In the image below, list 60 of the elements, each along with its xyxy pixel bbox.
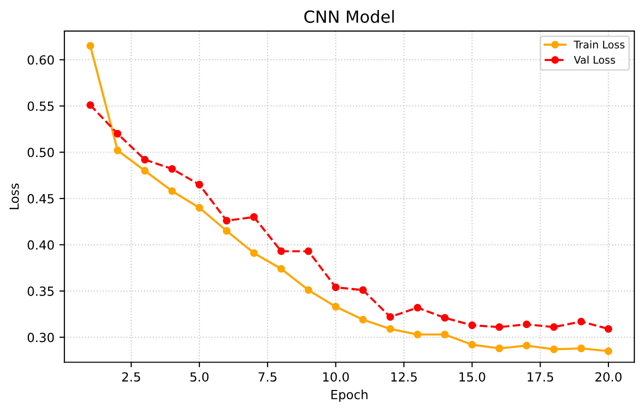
- point: [114, 130, 122, 138]
- point: [440, 314, 449, 322]
- legend-label: Val Loss: [574, 56, 616, 64]
- point: [250, 213, 258, 221]
- x-tick-label: 2.5: [122, 372, 140, 382]
- point: [277, 264, 286, 273]
- point: [114, 146, 122, 154]
- x-tick-label: 15.0: [460, 372, 486, 382]
- point: [86, 42, 94, 50]
- point: [168, 187, 176, 195]
- x-tick-label: 10.0: [323, 372, 349, 382]
- y-tick-label: 0.40: [28, 240, 54, 250]
- point: [468, 340, 476, 348]
- point: [496, 323, 504, 331]
- point: [468, 321, 476, 330]
- y-axis-title: Loss: [10, 184, 19, 210]
- x-axis-title: Epoch: [331, 390, 368, 402]
- point: [168, 165, 176, 173]
- x-tick-label: 12.5: [391, 372, 417, 382]
- point: [522, 320, 530, 328]
- y-tick-label: 0.45: [28, 194, 54, 204]
- point: [550, 323, 558, 331]
- point: [604, 347, 612, 355]
- point: [196, 180, 204, 188]
- x-tick-label: 5.0: [190, 372, 208, 382]
- point: [414, 304, 422, 312]
- point: [386, 313, 394, 321]
- point: [414, 330, 422, 338]
- y-tick-label: 0.50: [28, 148, 54, 158]
- point: [577, 344, 585, 352]
- point: [550, 345, 558, 354]
- point: [522, 342, 530, 350]
- x-tick-label: 7.5: [258, 372, 276, 382]
- point: [332, 283, 340, 292]
- point: [277, 247, 286, 256]
- chart-title: CNN Model: [304, 10, 394, 23]
- point: [386, 325, 394, 333]
- point: [222, 227, 230, 235]
- point: [496, 344, 504, 352]
- point: [196, 204, 204, 212]
- point: [86, 101, 94, 109]
- point: [222, 216, 230, 225]
- point: [141, 156, 149, 164]
- point: [359, 286, 367, 294]
- point: [304, 247, 312, 256]
- y-tick-label: 0.60: [28, 55, 54, 65]
- y-tick-label: 0.55: [28, 101, 54, 111]
- y-tick-label: 0.35: [28, 286, 54, 296]
- point: [304, 286, 312, 294]
- x-tick-label: 20.0: [595, 372, 622, 382]
- legend-label: Train Loss: [574, 40, 624, 48]
- x-tick-label: 17.5: [528, 372, 554, 382]
- point: [359, 316, 367, 324]
- point: [604, 325, 612, 333]
- point: [332, 302, 340, 311]
- point: [141, 166, 149, 175]
- y-tick-label: 0.30: [28, 332, 54, 342]
- point: [440, 330, 449, 338]
- point: [577, 318, 585, 326]
- point: [250, 249, 258, 257]
